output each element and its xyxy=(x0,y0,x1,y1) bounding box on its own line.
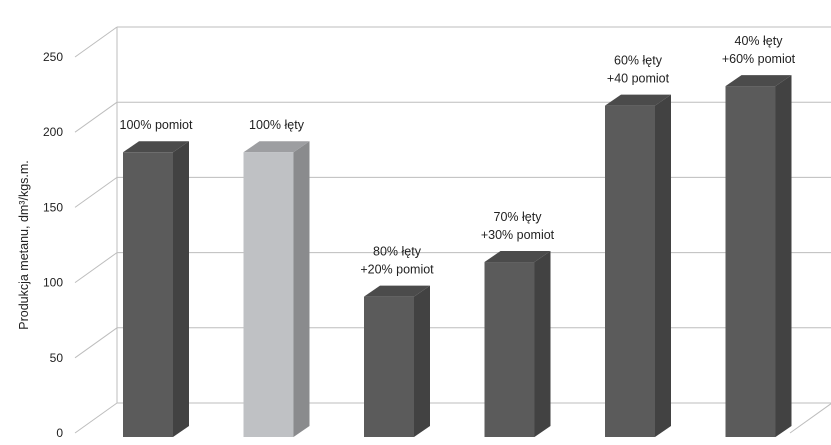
y-axis-ticks: 0 50 100 150 200 250 xyxy=(43,50,63,440)
bar-side xyxy=(173,141,189,438)
bar-front xyxy=(123,152,173,438)
bar-label: 100% pomiot xyxy=(120,118,193,132)
bar-front xyxy=(243,152,294,438)
y-tick-label: 200 xyxy=(43,125,63,139)
bar-side xyxy=(655,94,671,438)
y-tick-label: 250 xyxy=(43,50,63,64)
bar-front xyxy=(484,262,535,437)
y-tick-label: 150 xyxy=(43,200,63,214)
gridline-depth xyxy=(74,176,118,208)
bar-side xyxy=(775,75,792,438)
bar-labels: 100% pomiot 100% łęty 80% łęty +20% pomiot 7… xyxy=(120,34,796,277)
gridline-depth xyxy=(74,252,118,284)
bar xyxy=(725,75,792,438)
bar xyxy=(605,94,671,438)
bar-top xyxy=(725,75,792,87)
gridline-depth xyxy=(74,402,118,434)
bar-top xyxy=(605,94,671,106)
bar-label: +20% pomiot xyxy=(360,263,434,277)
bar-front xyxy=(725,86,776,438)
bar-top xyxy=(484,251,551,263)
gridline-depth xyxy=(74,101,118,133)
bar-label: +40 pomiot xyxy=(607,72,670,86)
bar-front xyxy=(605,105,655,438)
y-tick-label: 50 xyxy=(50,351,64,365)
bar-label: 100% łęty xyxy=(249,118,305,132)
y-tick-label: 0 xyxy=(56,426,63,440)
bar-front xyxy=(364,296,414,437)
y-tick-label: 100 xyxy=(43,276,63,290)
bar xyxy=(484,251,551,437)
bar-label: 70% łęty xyxy=(494,210,543,224)
gridlines xyxy=(74,26,831,434)
bar xyxy=(364,285,430,437)
bar-side xyxy=(293,141,310,438)
y-axis-title: Produkcja metanu, dm³/kgs.m. xyxy=(17,160,31,330)
bars xyxy=(123,75,792,438)
bar xyxy=(123,141,189,438)
bar-label: 40% łęty xyxy=(735,34,784,48)
bar-top xyxy=(243,141,310,153)
gridline-depth xyxy=(74,327,118,359)
bar-side xyxy=(534,251,551,437)
bar-top xyxy=(364,285,430,297)
bar xyxy=(243,141,310,438)
bar-label: 60% łęty xyxy=(614,54,663,68)
bar-label: +60% pomiot xyxy=(722,52,796,66)
bar-side xyxy=(414,285,430,437)
gridline-depth xyxy=(74,26,118,58)
bar-top xyxy=(123,141,189,153)
bar-label: +30% pomiot xyxy=(481,228,555,242)
floor-edge xyxy=(789,403,831,434)
bar-label: 80% łęty xyxy=(373,245,422,259)
